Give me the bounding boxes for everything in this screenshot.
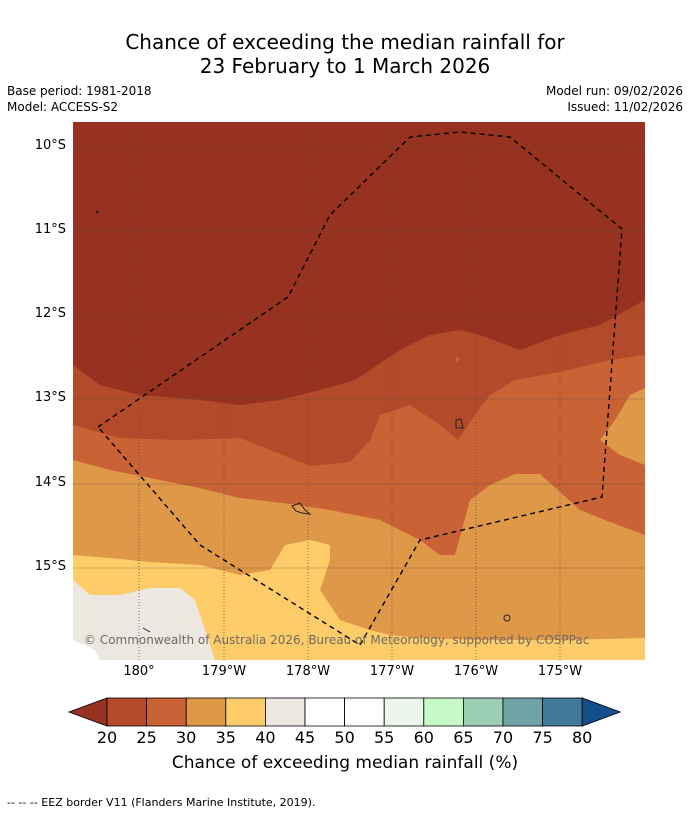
lat-label: 15°S	[34, 559, 66, 574]
colorbar-tick: 60	[413, 728, 434, 747]
island-coastline	[455, 418, 464, 429]
lat-label: 14°S	[34, 475, 66, 490]
colorbar-tick: 55	[374, 728, 395, 747]
colorbar-extend-low	[67, 697, 108, 727]
colorbar-tick: 65	[453, 728, 474, 747]
colorbar-tick: 80	[572, 728, 593, 747]
lat-label: 11°S	[34, 222, 66, 237]
lat-label: 10°S	[34, 138, 66, 153]
island-coastline	[142, 627, 151, 633]
issued-date: Issued: 11/02/2026	[567, 100, 683, 114]
title-line-2: 23 February to 1 March 2026	[199, 54, 491, 78]
colorbar-tick: 70	[492, 728, 514, 747]
lon-label: 175°W	[537, 664, 583, 679]
lat-label: 13°S	[34, 390, 66, 405]
colorbar-tick: 35	[215, 728, 236, 747]
zone-45-50	[73, 580, 215, 660]
copyright-notice: © Commonwealth of Australia 2026, Bureau…	[84, 633, 590, 647]
zone-50-55	[73, 640, 100, 660]
colorbar-tick: 40	[255, 728, 276, 747]
model-info: Base period: 1981-2018 Model: ACCESS-S2	[7, 83, 152, 115]
colorbar-segment	[502, 697, 543, 727]
lon-label: 179°W	[201, 664, 247, 679]
colorbar-segment	[542, 697, 583, 727]
colorbar-tick: 75	[532, 728, 553, 747]
colorbar-tick: 30	[176, 728, 197, 747]
title-line-1: Chance of exceeding the median rainfall …	[125, 30, 565, 54]
colorbar-segment	[383, 697, 425, 727]
zone-fleck	[455, 356, 460, 364]
colorbar-segment	[304, 697, 345, 727]
map-title: Chance of exceeding the median rainfall …	[0, 30, 690, 78]
colorbar-segment	[344, 697, 385, 727]
model-name: Model: ACCESS-S2	[7, 100, 119, 114]
eez-border	[96, 131, 623, 646]
colorbar-tick: 45	[294, 728, 316, 747]
lon-label: 178°W	[285, 664, 331, 679]
colorbar-segment	[423, 697, 464, 727]
base-period: Base period: 1981-2018	[7, 84, 152, 98]
colorbar-segment	[146, 697, 187, 727]
colorbar-tick: 50	[334, 728, 355, 747]
lat-label: 12°S	[34, 306, 66, 321]
island-coastline	[291, 502, 312, 515]
colorbar-segment	[462, 697, 504, 727]
colorbar-tick: 25	[136, 728, 157, 747]
island-coastline	[503, 614, 511, 622]
model-run: Model run: 09/02/2026	[545, 84, 683, 98]
lon-label: 177°W	[369, 664, 415, 679]
colorbar-segment	[264, 697, 306, 727]
lon-label: 180°	[123, 664, 155, 679]
colorbar-extend-high	[581, 697, 622, 727]
colorbar-tick: 20	[96, 728, 118, 747]
eez-footnote: -- -- -- EEZ border V11 (Flanders Marine…	[7, 796, 316, 809]
colorbar-segment	[225, 697, 266, 727]
zone-40-45	[73, 540, 645, 660]
colorbar-segment	[106, 697, 147, 727]
lon-label: 176°W	[453, 664, 499, 679]
colorbar-label: Chance of exceeding median rainfall (%)	[171, 753, 519, 773]
run-info: Model run: 09/02/2026 Issued: 11/02/2026	[546, 83, 683, 115]
graticule	[73, 122, 645, 660]
island-dot	[95, 210, 99, 214]
islands	[95, 210, 511, 633]
zone-35-40-east	[600, 388, 645, 465]
colorbar	[67, 697, 622, 727]
probability-fill	[73, 122, 645, 660]
colorbar-segment	[185, 697, 227, 727]
